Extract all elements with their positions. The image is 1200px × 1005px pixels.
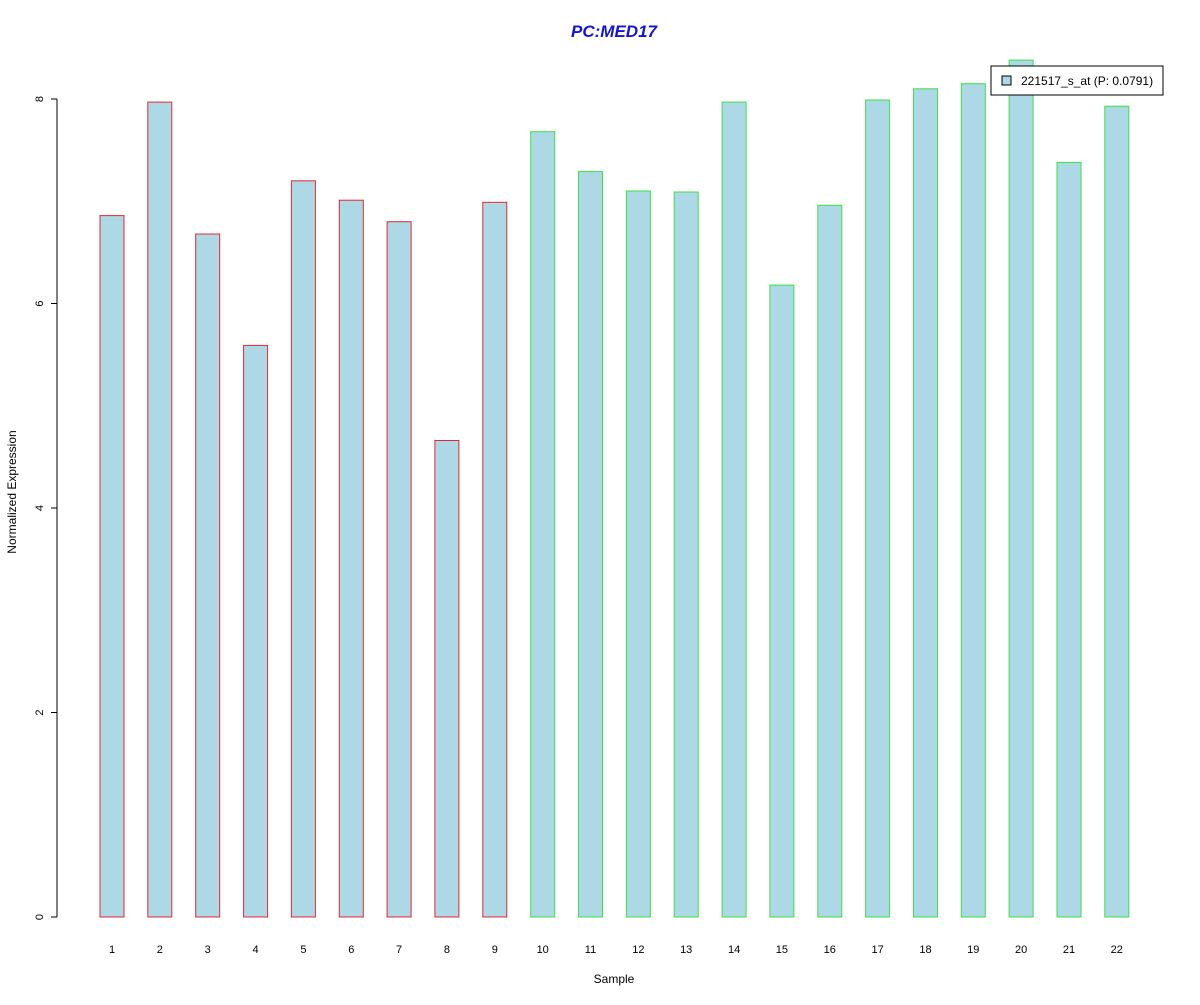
y-axis: 0 2 4 6 8 [34, 96, 58, 920]
bar-sample-10 [530, 131, 556, 918]
y-tick-label: 8 [34, 96, 46, 102]
x-tick-label: 17 [871, 944, 883, 956]
bar-sample-12 [625, 190, 651, 918]
x-tick-label: 22 [1111, 944, 1123, 956]
bar-sample-9 [482, 201, 508, 918]
bar-sample-7 [386, 221, 412, 918]
x-tick-label: 19 [967, 944, 979, 956]
bars [99, 59, 1130, 918]
bar-sample-3 [195, 233, 221, 918]
bar-sample-22 [1104, 105, 1130, 918]
x-tick-label: 6 [348, 944, 354, 956]
chart-title: PC:MED17 [571, 22, 659, 41]
bar-sample-16 [817, 204, 843, 918]
legend-box [990, 65, 1164, 96]
bar-sample-18 [913, 88, 938, 918]
x-tick-label: 13 [680, 944, 692, 956]
bar-sample-8 [434, 440, 460, 918]
bar-sample-2 [147, 101, 173, 918]
y-tick-label: 6 [34, 300, 46, 306]
x-tick-label: 12 [632, 944, 644, 956]
bar-sample-17 [865, 99, 891, 918]
bar-sample-19 [960, 83, 986, 918]
x-tick-label: 9 [492, 944, 498, 956]
x-tick-label: 14 [728, 944, 740, 956]
bar-sample-1 [99, 215, 125, 918]
x-tick-label: 15 [776, 944, 788, 956]
x-tick-label: 21 [1063, 944, 1075, 956]
x-tick-label: 5 [300, 944, 306, 956]
y-tick-label: 4 [34, 505, 46, 511]
x-tick-label: 20 [1015, 944, 1027, 956]
x-tick-label: 18 [919, 944, 931, 956]
x-tick-label: 4 [253, 944, 259, 956]
bar-sample-6 [338, 199, 364, 918]
bar-sample-13 [673, 191, 699, 918]
y-tick-label: 0 [34, 914, 46, 920]
x-tick-labels: 1 2 3 4 5 6 7 8 9 10 11 12 13 14 15 16 17 18 19 20 21 22 [109, 944, 1123, 956]
bar-sample-14 [721, 101, 747, 918]
bar-sample-20 [1008, 59, 1034, 918]
legend-swatch [1001, 75, 1012, 86]
y-tick-label: 2 [34, 709, 46, 715]
x-tick-label: 11 [585, 944, 596, 956]
legend-label: 221517_s_at (P: 0.0791) [1021, 74, 1153, 88]
bar-sample-11 [578, 171, 603, 918]
x-tick-label: 2 [157, 944, 163, 956]
legend: 221517_s_at (P: 0.0791) [990, 65, 1164, 96]
bar-sample-21 [1056, 161, 1082, 918]
x-axis-label: Sample [594, 972, 635, 986]
bar-sample-4 [243, 344, 269, 918]
x-tick-label: 3 [205, 944, 211, 956]
x-tick-label: 16 [824, 944, 836, 956]
x-tick-label: 10 [537, 944, 549, 956]
x-tick-label: 1 [109, 944, 115, 956]
x-tick-label: 8 [444, 944, 450, 956]
y-axis-label: Normalized Expression [5, 430, 19, 553]
bar-sample-5 [290, 180, 316, 918]
bar-sample-15 [769, 284, 795, 918]
x-tick-label: 7 [396, 944, 402, 956]
